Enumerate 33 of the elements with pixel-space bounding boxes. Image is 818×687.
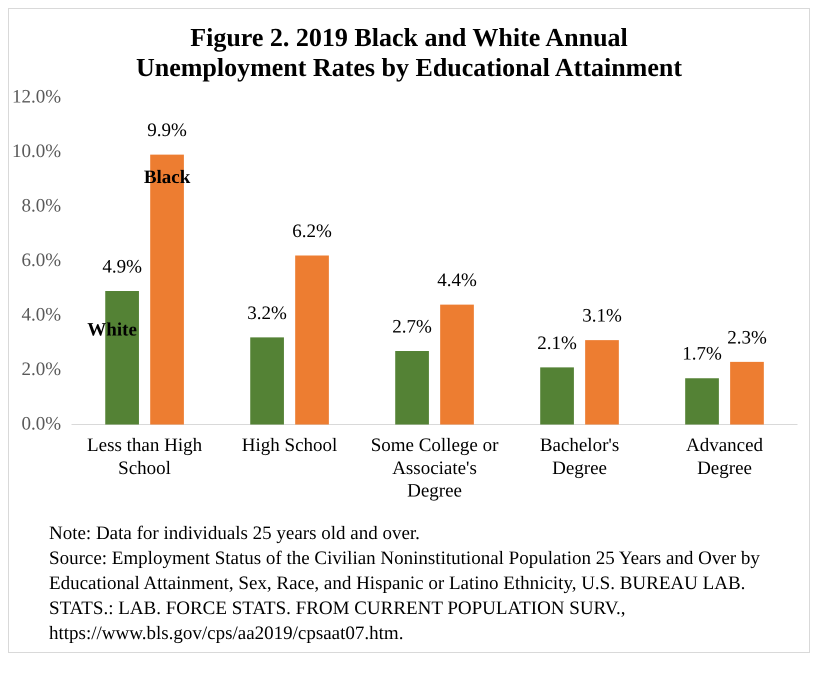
data-label: 9.9% [147,120,188,142]
bar [730,362,764,425]
y-tick-label: 4.0% [22,304,62,326]
bar [585,340,619,425]
chart-title: Figure 2. 2019 Black and White Annual Unemployment Rates by Educational Attainment [134,22,683,83]
bar [685,378,719,425]
y-tick-label: 6.0% [22,250,62,271]
data-label: 3.1% [582,306,622,327]
y-tick-label: 10.0% [12,140,62,162]
data-label: 2.1% [537,332,578,354]
data-label: 1.7% [682,344,722,365]
bar [395,350,429,425]
source-note: Source: Employment Status of the Civilian Noninstitutional Population 25 Years and Over by Educational Attainment, Sex, Race, and Hispanic or Latino Ethnicity, U.S. BUREAU LAB. STATS.: LAB. FORCE STATS. FROM CURRENT POPULATION SURV., https://www.bls.gov/cps/aa2019/cpsaat07.htm. [49,547,761,646]
y-tick-label: 12.0% [12,86,62,108]
data-label: 4.9% [102,256,142,278]
bar [250,337,284,425]
data-label: 6.2% [292,221,332,242]
data-label: 4.4% [437,270,477,292]
bar [295,256,329,425]
data-label: 3.2% [247,302,288,324]
y-tick-label: 0.0% [22,414,62,435]
bar [440,304,474,425]
bar [540,367,574,425]
x-tick-label: Less than High School [87,434,203,479]
data-label: 2.7% [392,316,432,338]
data-label: 2.3% [727,327,767,348]
y-tick-label: 8.0% [22,195,62,216]
x-tick-label: Bachelor's Degree [540,434,620,479]
text: Note: Data for individuals 25 years old and over. [49,522,421,546]
x-tick-label: High School [242,434,338,456]
x-tick-label: Some College or Associate's Degree [370,434,500,502]
y-tick-label: 2.0% [22,359,62,380]
x-tick-label: Advanced Degree [686,434,764,479]
